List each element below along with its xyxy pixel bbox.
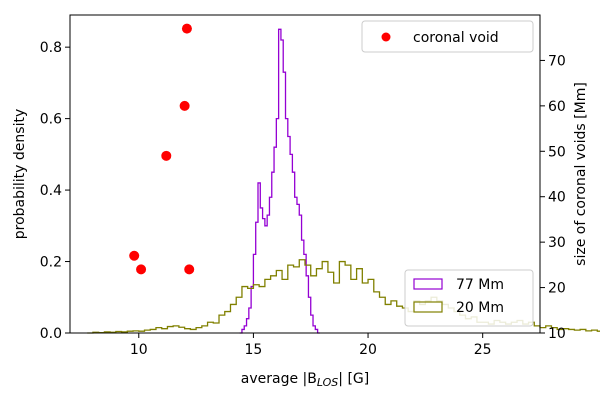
x-tick-label: 25 — [474, 342, 492, 358]
legend-swatch-20mm — [413, 301, 443, 313]
y-right-tick-label: 50 — [548, 144, 566, 160]
y-left-axis-label: probability density — [12, 109, 28, 239]
x-axis-ticks: 10 15 20 25 — [130, 333, 492, 358]
x-tick-label: 15 — [245, 342, 263, 358]
legend-histograms: 77 Mm 20 Mm — [404, 269, 534, 327]
legend-marker-coronal-void — [381, 32, 391, 42]
coronal-void-point — [184, 264, 195, 275]
y-left-tick-label: 0.2 — [40, 255, 62, 271]
y-right-tick-label: 30 — [548, 235, 566, 251]
legend-label-20mm: 20 Mm — [456, 300, 504, 316]
x-tick-label: 10 — [130, 342, 148, 358]
y-right-axis-label: size of coronal voids [Mm] — [573, 82, 589, 266]
y-right-tick-label: 10 — [548, 326, 566, 342]
coronal-void-point — [161, 150, 172, 161]
y-left-tick-label: 0.6 — [40, 112, 62, 128]
scatter-layer — [129, 23, 195, 275]
y-left-tick-label: 0.8 — [40, 40, 62, 56]
x-tick-label: 20 — [359, 342, 377, 358]
y-right-tick-label: 40 — [548, 190, 566, 206]
y-left-tick-label: 0.0 — [40, 326, 62, 342]
histogram-20-mm — [87, 259, 600, 334]
series-layer — [87, 28, 600, 334]
legend-label-coronal-void: coronal void — [413, 30, 499, 46]
y-left-tick-label: 0.4 — [40, 183, 62, 199]
legend-swatch-77mm — [413, 278, 443, 290]
coronal-void-point — [129, 250, 140, 261]
axes-spines — [69, 14, 541, 334]
coronal-void-point — [181, 23, 192, 34]
legend-scatter: coronal void — [361, 20, 534, 53]
y-right-axis-ticks: 10 20 30 40 50 60 70 — [540, 53, 566, 342]
y-left-axis-ticks: 0.0 0.2 0.4 0.6 0.8 — [40, 40, 70, 342]
y-right-tick-label: 60 — [548, 99, 566, 115]
coronal-void-point — [179, 100, 190, 111]
y-right-tick-label: 70 — [548, 53, 566, 69]
legend-label-77mm: 77 Mm — [456, 277, 504, 293]
y-right-tick-label: 20 — [548, 281, 566, 297]
coronal-void-point — [136, 264, 147, 275]
x-axis-label: average |BLOS| [G] — [241, 371, 369, 389]
